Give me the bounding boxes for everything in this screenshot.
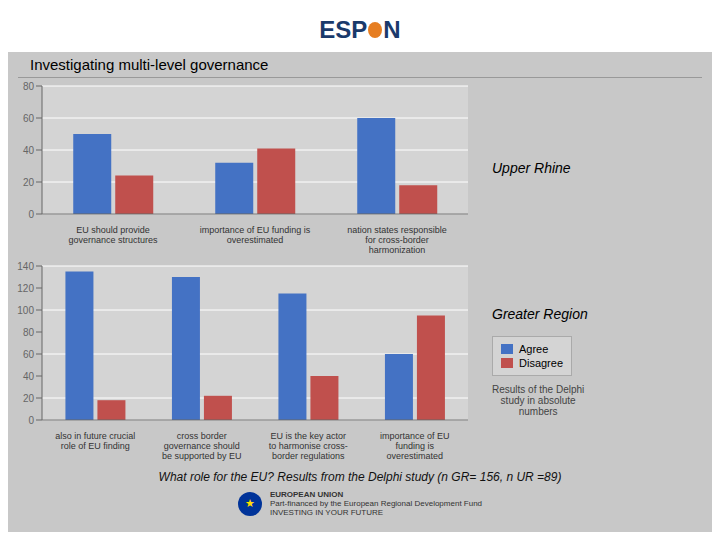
svg-text:80: 80 — [23, 327, 35, 338]
svg-text:60: 60 — [23, 113, 35, 124]
svg-text:100: 100 — [17, 305, 34, 316]
svg-text:also in future crucialrole of: also in future crucialrole of EU finding — [55, 431, 135, 451]
html-text:Disagree: Disagree — [519, 356, 563, 369]
svg-text:60: 60 — [23, 349, 35, 360]
html-text:INVESTING IN YOUR FUTURE: INVESTING IN YOUR FUTURE — [269, 508, 384, 517]
svg-text:140: 140 — [17, 261, 34, 272]
svg-text:40: 40 — [23, 371, 35, 382]
svg-text:80: 80 — [23, 81, 35, 92]
html-text:N: N — [383, 16, 401, 43]
svg-text:importance of EU funding isove: importance of EU funding isoverestimated — [200, 225, 311, 245]
svg-text:nation states responsiblefor c: nation states responsiblefor cross-borde… — [347, 225, 447, 255]
svg-text:EU is the key actorto harmonis: EU is the key actorto harmonise cross-bo… — [269, 431, 348, 461]
svg-text:EU should providegovernance st: EU should providegovernance structures — [68, 225, 158, 245]
svg-text:120: 120 — [17, 283, 34, 294]
svg-text:20: 20 — [23, 393, 35, 404]
html-text:Upper Rhine: Upper Rhine — [492, 160, 571, 176]
html-text:Part-financed by the European: Part-financed by the European Regional D… — [269, 499, 483, 508]
html-text:What role for the EU? Results: What role for the EU? Results from the D… — [158, 470, 562, 484]
html-text:Investigating multi-level gove: Investigating multi-level governance — [30, 56, 269, 73]
svg-text:cross bordergovernance shouldb: cross bordergovernance shouldbe supporte… — [162, 431, 242, 461]
svg-text:0: 0 — [28, 415, 34, 426]
html-text:EUROPEAN UNION: EUROPEAN UNION — [269, 490, 344, 499]
svg-text:20: 20 — [23, 177, 35, 188]
html-text:ESP: ESP — [319, 16, 368, 43]
html-text:Results of the Delphi study in: Results of the Delphi study in absolute … — [492, 383, 585, 417]
svg-text:40: 40 — [23, 145, 35, 156]
html-text:Greater Region: Greater Region — [492, 305, 588, 322]
svg-text:importance of EUfunding isover: importance of EUfunding isoverestimated — [380, 431, 450, 461]
svg-text:0: 0 — [28, 209, 34, 220]
html-text:Agree: Agree — [519, 342, 549, 355]
